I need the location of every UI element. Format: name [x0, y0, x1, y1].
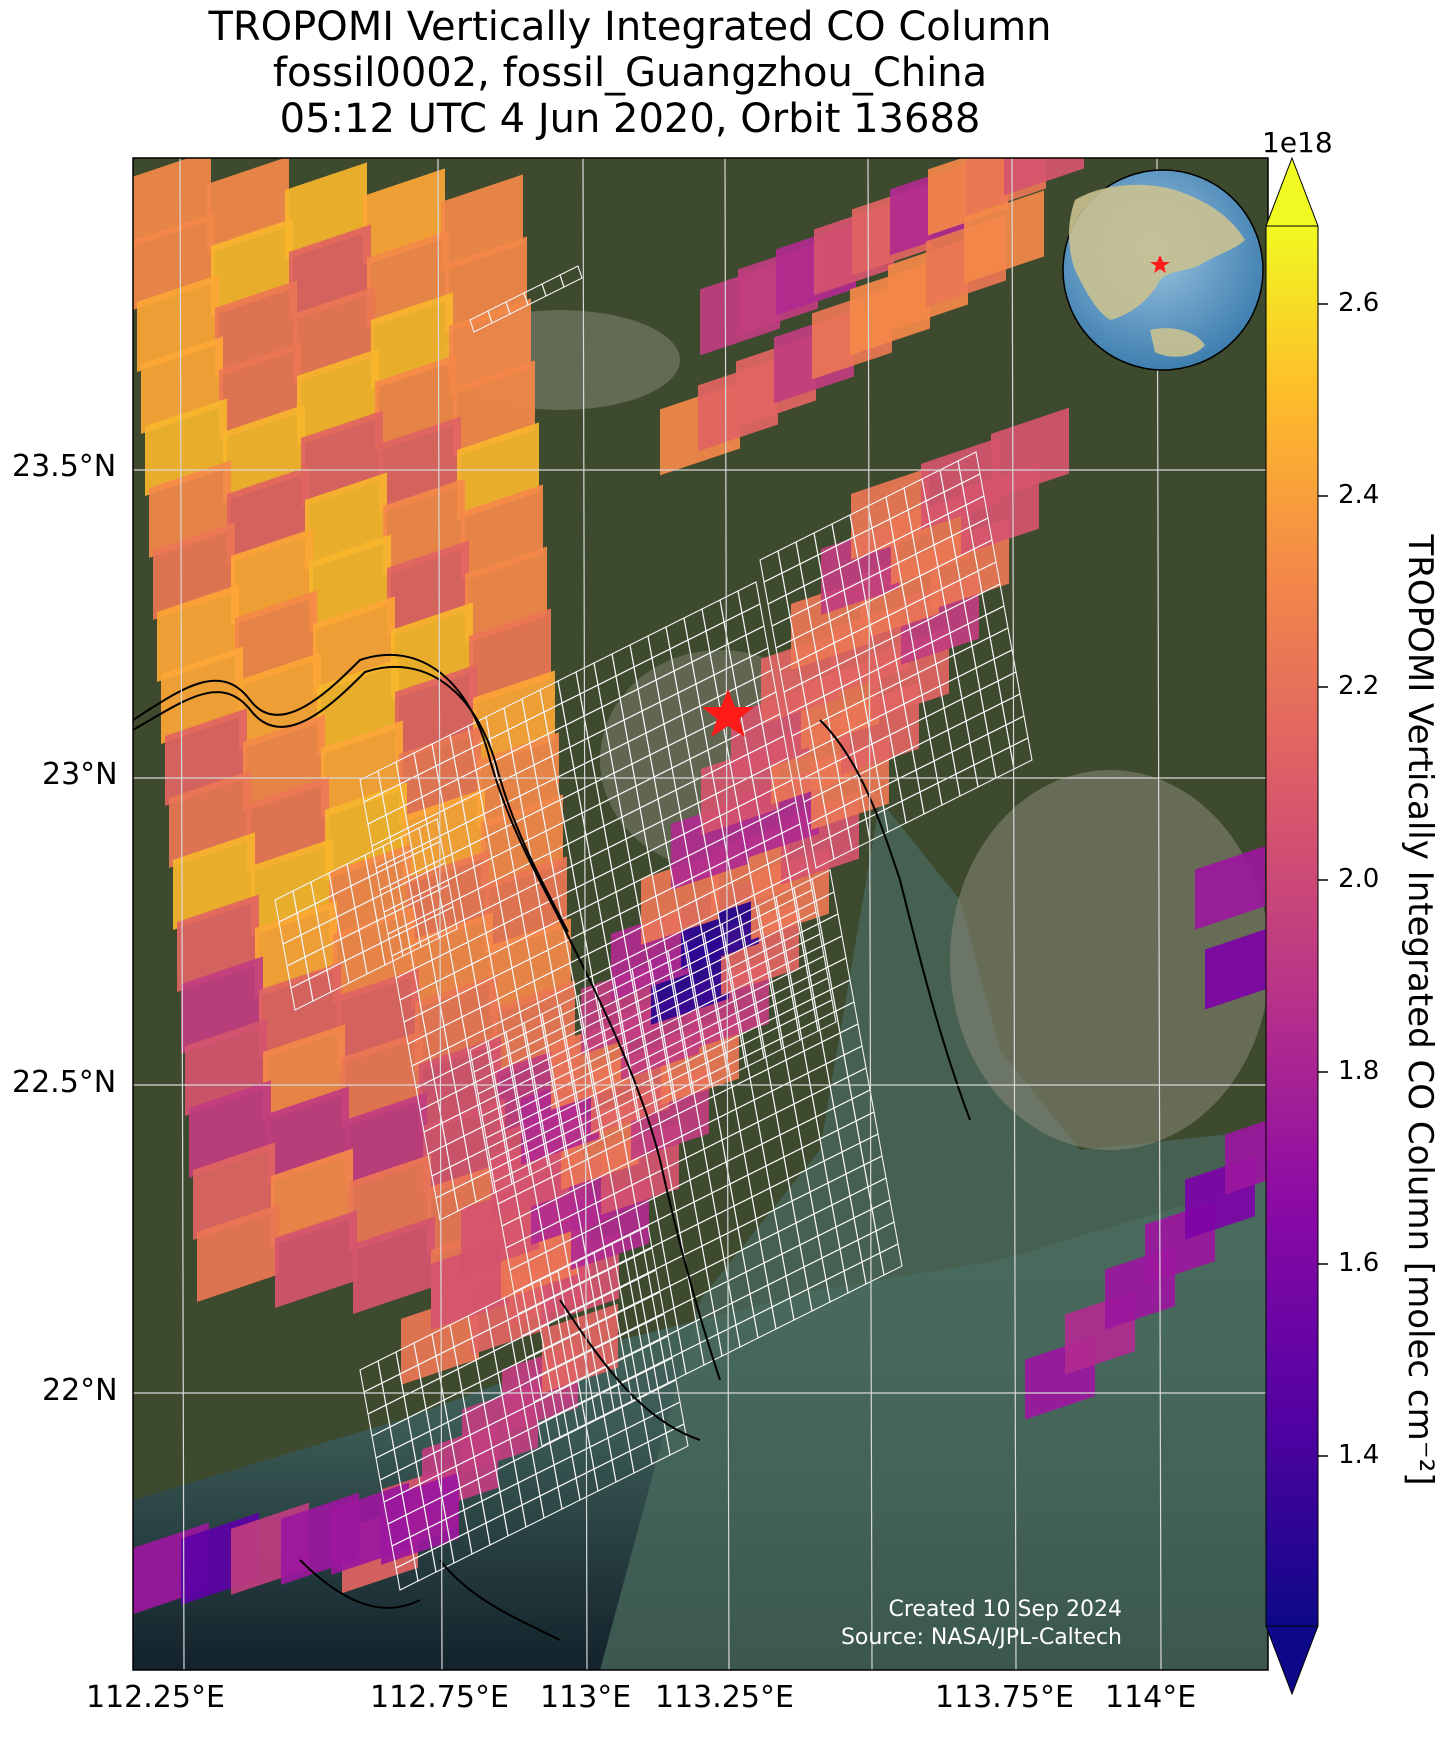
lon-label-114: 114°E — [1105, 1680, 1197, 1715]
lon-label-112-25: 112.25°E — [86, 1680, 225, 1715]
target-star-icon — [702, 689, 754, 737]
meridian-line — [1156, 157, 1162, 1671]
lon-label-113-25: 113.25°E — [655, 1680, 794, 1715]
filtered-swath-hatch — [274, 265, 1033, 1591]
co-pixel — [1225, 1120, 1268, 1195]
co-pixel — [964, 190, 1044, 284]
credit-created: Created 10 Sep 2024 — [888, 1597, 1123, 1622]
colorbar-tick-2-0: 2.0 — [1338, 864, 1380, 894]
hatch-cell — [813, 999, 837, 1032]
co-pixel-layer — [133, 158, 1268, 1615]
lat-label-22-5: 22.5°N — [12, 1065, 117, 1100]
colorbar-tick-1-6: 1.6 — [1338, 1248, 1380, 1278]
globe-star-icon — [1150, 255, 1170, 273]
locator-globe — [1062, 169, 1264, 371]
hatch-cell — [1009, 737, 1033, 770]
colorbar — [1265, 156, 1328, 1696]
hatch-cell — [665, 1423, 689, 1456]
meridian-line — [179, 157, 185, 1671]
co-pixel — [851, 467, 929, 560]
co-pixel — [1004, 158, 1084, 196]
co-pixel — [1195, 846, 1265, 930]
colorbar-tick-2-2: 2.2 — [1338, 671, 1380, 701]
co-pixel — [991, 407, 1069, 500]
colorbar-tick-1-4: 1.4 — [1338, 1440, 1380, 1470]
meridian-line — [867, 157, 873, 1671]
colorbar-tick-1-8: 1.8 — [1338, 1056, 1380, 1086]
coastline — [133, 654, 971, 1641]
meridian-line — [582, 157, 588, 1671]
hatch-cell — [559, 265, 583, 288]
colorbar-tick-2-6: 2.6 — [1338, 288, 1380, 318]
meridian-line — [437, 157, 443, 1671]
co-pixel — [353, 1216, 435, 1314]
graticule — [133, 157, 1268, 1671]
lat-label-23: 23°N — [42, 757, 118, 792]
lon-label-113-75: 113.75°E — [935, 1680, 1074, 1715]
title-line-3: 05:12 UTC 4 Jun 2020, Orbit 13688 — [279, 96, 981, 142]
colorbar-label: TROPOMI Vertically Integrated CO Column … — [1400, 534, 1440, 1486]
hatch-cell — [879, 1243, 903, 1276]
meridian-line — [724, 157, 730, 1671]
colorbar-scale-label: 1e18 — [1262, 126, 1333, 159]
lat-label-23-5: 23.5°N — [12, 449, 117, 484]
hatch-cell — [434, 906, 458, 939]
co-pixel — [1205, 928, 1268, 1010]
lon-label-112-75: 112.75°E — [370, 1680, 509, 1715]
lat-label-22: 22°N — [42, 1373, 118, 1408]
co-pixel — [275, 1210, 357, 1308]
credit-source: Source: NASA/JPL-Caltech — [840, 1625, 1122, 1650]
meridian-line — [1011, 157, 1017, 1671]
co-pixel — [197, 1204, 279, 1302]
title-line-2: fossil0002, fossil_Guangzhou_China — [272, 50, 988, 96]
lon-label-113: 113°E — [540, 1680, 632, 1715]
colorbar-tick-2-4: 2.4 — [1338, 480, 1380, 510]
title-line-1: TROPOMI Vertically Integrated CO Column — [208, 4, 1052, 50]
